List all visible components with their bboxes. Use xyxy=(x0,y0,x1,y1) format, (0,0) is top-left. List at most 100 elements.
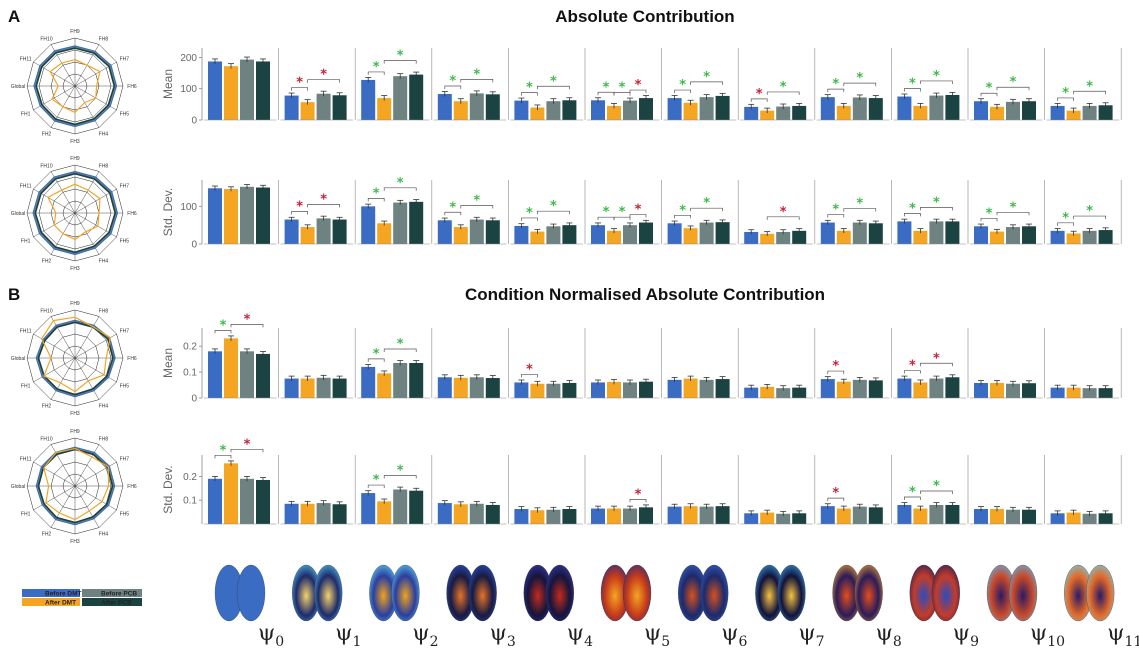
legend-label-after-dmt: After DMT xyxy=(45,600,76,607)
bar-ψ1-3 xyxy=(332,378,347,398)
significance-bracket xyxy=(291,211,308,215)
significance-bracket xyxy=(827,497,845,502)
mode-label-psi-11: ψ11 xyxy=(1107,621,1139,650)
bar-ψ10-2 xyxy=(1006,383,1020,398)
significance-star: * xyxy=(679,203,686,218)
y-tick-label: 0.1 xyxy=(183,368,197,379)
bar-ψ0-1 xyxy=(224,338,238,398)
right-hemisphere xyxy=(700,564,729,622)
bar-ψ3-0 xyxy=(437,503,452,524)
significance-bracket xyxy=(920,80,953,84)
significance-bracket xyxy=(980,92,998,97)
radar-series-after-pcb xyxy=(34,172,117,254)
significance-star: * xyxy=(550,199,557,214)
bar-ψ8-2 xyxy=(852,379,867,398)
radar-spoke xyxy=(74,485,100,528)
radar-axis-label: Global xyxy=(11,211,25,217)
radar-spoke xyxy=(50,316,76,359)
bar-ψ10-2 xyxy=(1006,509,1020,524)
bar-ψ1-2 xyxy=(316,93,331,120)
significance-bracket xyxy=(843,82,877,87)
bar-ψ10-0 xyxy=(974,101,988,120)
significance-star: * xyxy=(856,197,863,212)
bar-ψ7-1 xyxy=(760,512,775,524)
legend: Before DMT After DMT Before PCB After PC… xyxy=(22,589,142,607)
bar-ψ8-2 xyxy=(852,222,867,244)
radar-spoke xyxy=(74,316,100,359)
radar-axis-label: FH10 xyxy=(40,163,52,169)
radar-axis-label: FH11 xyxy=(20,457,32,463)
significance-star: * xyxy=(473,67,480,82)
bar-ψ10-0 xyxy=(974,226,988,244)
radar-axis-label: FH7 xyxy=(120,329,130,335)
bar-ψ9-1 xyxy=(913,105,928,120)
significance-bracket xyxy=(1073,215,1106,220)
bar-ψ1-3 xyxy=(332,504,347,524)
significance-star: * xyxy=(780,80,787,95)
significance-bracket xyxy=(537,85,570,90)
bar-ψ10-1 xyxy=(990,509,1004,524)
radar-spoke xyxy=(50,485,76,528)
bar-ψ11-3 xyxy=(1098,513,1113,524)
significance-bracket xyxy=(843,208,877,212)
bar-ψ1-0 xyxy=(284,95,299,120)
bar-ψ7-0 xyxy=(744,106,759,120)
bar-ψ0-2 xyxy=(240,478,254,524)
radar-axis-label: FH5 xyxy=(120,384,130,390)
bar-ψ4-3 xyxy=(562,382,577,398)
radar-spoke xyxy=(33,333,76,359)
radar-axis-label: FH6 xyxy=(127,484,137,490)
bar-ψ9-2 xyxy=(929,504,944,524)
significance-star: * xyxy=(1086,79,1093,94)
bar-ψ11-1 xyxy=(1066,233,1081,244)
significance-star: * xyxy=(909,359,916,374)
bar-ψ6-1 xyxy=(683,228,698,244)
radar-series-after-dmt xyxy=(47,183,101,241)
radar-axis-label: FH3 xyxy=(70,139,80,145)
significance-star: * xyxy=(933,195,940,210)
panel-a-title: Absolute Contribution xyxy=(555,7,734,26)
bar-ψ2-1 xyxy=(377,373,392,398)
bar-ψ2-3 xyxy=(409,74,424,120)
right-hemisphere xyxy=(236,564,266,622)
mode-label-psi-6: ψ6 xyxy=(721,621,747,650)
y-tick-label: 100 xyxy=(180,84,197,95)
bar-ψ7-2 xyxy=(776,231,791,244)
bar-chart-1: Mean 0 100 200 * * * * * * * * * * * * * * * * * * * * * * * xyxy=(161,48,1122,127)
radar-spoke xyxy=(74,357,117,383)
significance-star: * xyxy=(473,194,480,209)
significance-star: * xyxy=(703,70,710,85)
significance-bracket xyxy=(629,498,647,503)
radar-axis-label: FH9 xyxy=(70,301,80,307)
bar-ψ7-1 xyxy=(760,110,775,120)
significance-star: * xyxy=(526,362,533,377)
bar-ψ11-2 xyxy=(1082,105,1097,120)
radar-axis-label: FH10 xyxy=(40,36,52,42)
bar-ψ2-2 xyxy=(393,363,408,398)
bar-ψ2-2 xyxy=(393,76,408,120)
significance-star: * xyxy=(603,205,610,220)
radar-axis-label: FH6 xyxy=(127,356,137,362)
significance-bracket xyxy=(996,211,1030,216)
bar-ψ7-3 xyxy=(792,387,807,398)
radar-axis-label: FH4 xyxy=(99,132,109,138)
right-hemisphere xyxy=(931,564,960,622)
bar-ψ7-0 xyxy=(744,387,759,398)
bar-ψ3-1 xyxy=(453,227,468,244)
radar-chart-3: FH9 FH8 FH7 FH6 FH5 FH4 FH3 FH2 FH1 Global FH11 FH1… xyxy=(11,301,137,417)
significance-bracket xyxy=(214,454,232,459)
significance-star: * xyxy=(635,78,642,93)
mode-label-psi-9: ψ9 xyxy=(953,621,979,650)
radar-axis-label: FH1 xyxy=(21,384,31,390)
significance-star: * xyxy=(832,77,839,92)
significance-bracket xyxy=(766,91,800,95)
significance-star: * xyxy=(373,60,380,75)
bar-ψ5-3 xyxy=(639,98,653,120)
radar-axis-label: FH9 xyxy=(70,156,80,162)
bar-ψ7-2 xyxy=(776,106,791,120)
bar-ψ4-0 xyxy=(514,509,529,524)
right-hemisphere xyxy=(468,564,497,622)
significance-star: * xyxy=(856,71,863,86)
significance-star: * xyxy=(1062,86,1069,101)
